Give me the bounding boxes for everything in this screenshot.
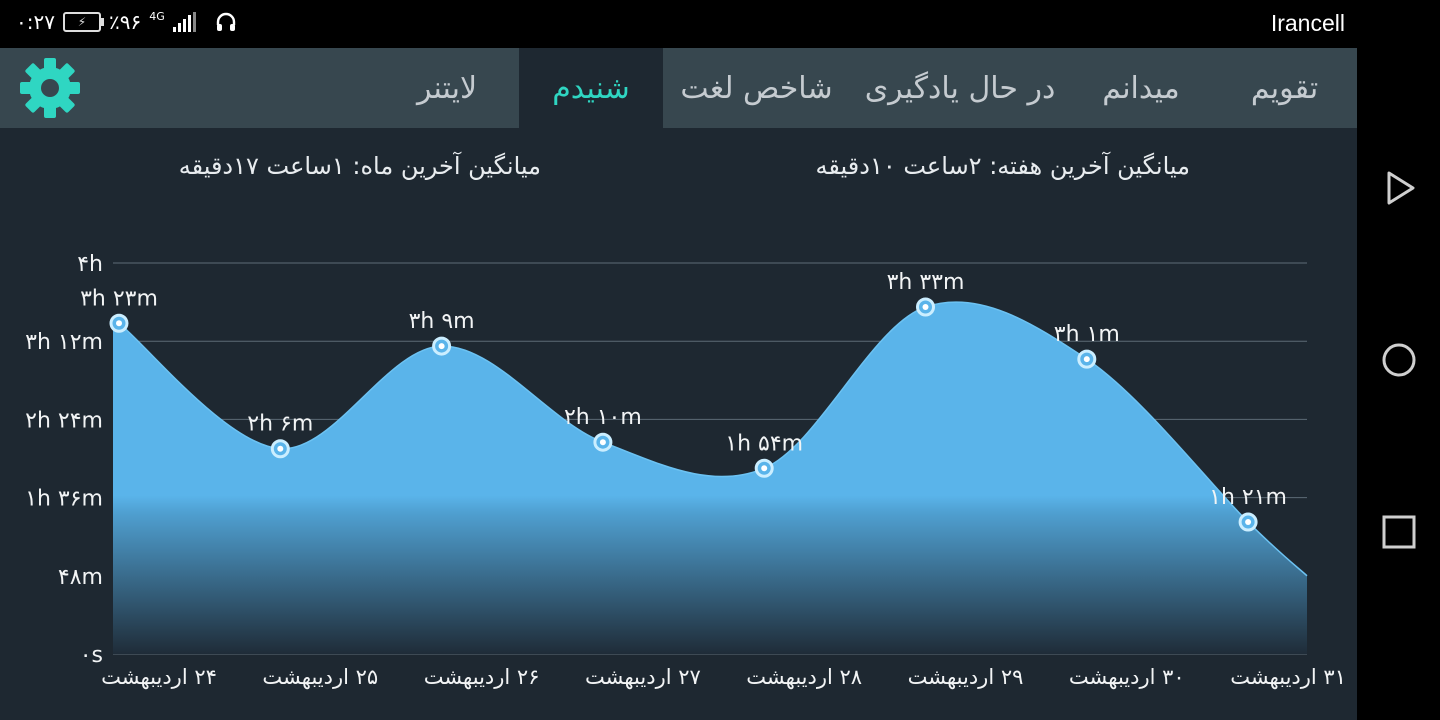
data-point-center (761, 465, 768, 472)
headphones-icon (216, 12, 235, 31)
home-circle-icon[interactable] (1381, 342, 1417, 378)
data-label: ۳h ۳۳m (887, 270, 965, 295)
data-point-center (1245, 519, 1252, 526)
tab-calendar[interactable]: تقویم (1250, 70, 1319, 106)
x-tick-label: ۳۱ اردیبهشت (1230, 665, 1346, 689)
settings-gear-icon[interactable] (18, 56, 82, 120)
system-nav-bar (1357, 0, 1440, 720)
data-label: ۳h ۹m (409, 309, 475, 334)
tab-word-index[interactable]: شاخص لغت (680, 70, 833, 106)
x-tick-label: ۲۴ اردیبهشت (101, 665, 217, 689)
data-label: ۲h ۶m (247, 412, 313, 437)
carrier-name: Irancell (1270, 10, 1345, 36)
data-point-center (599, 439, 606, 446)
status-bar: ۰:۲۷ ⚡ ٪۹۶ 4G Irancell (0, 0, 1357, 48)
listening-time-chart: ۰s ۴۸m ۱h ۳۶m ۲h ۲۴m ۳h ۱۲m ۴h ۳h ۲۳m ۲h ۶m ۳h ۹… (25, 252, 1346, 689)
data-label: ۳h ۲۳m (80, 286, 158, 311)
status-icons: ۰:۲۷ ⚡ ٪۹۶ 4G (16, 10, 238, 34)
month-average: میانگین آخرین ماه: ۱ساعت ۱۷دقیقه (178, 152, 541, 180)
tab-leitner[interactable]: لایتنر (416, 70, 478, 106)
back-triangle-icon[interactable] (1381, 170, 1417, 206)
x-tick-label: ۲۹ اردیبهشت (908, 665, 1024, 689)
tab-learning[interactable]: در حال یادگیری (864, 70, 1056, 106)
network-type: 4G (149, 10, 165, 23)
y-tick-label: ۱h ۳۶m (25, 487, 103, 512)
signal-icon (172, 12, 196, 32)
recents-square-icon[interactable] (1381, 514, 1417, 550)
data-label: ۱h ۵۴m (725, 431, 803, 456)
app-content: تقویم میدانم در حال یادگیری شاخص لغت شنی… (0, 48, 1357, 720)
data-point-center (1083, 356, 1090, 363)
clock: ۰:۲۷ (16, 10, 55, 34)
data-label: ۱h ۲۱m (1209, 485, 1287, 510)
week-average: میانگین آخرین هفته: ۲ساعت ۱۰دقیقه (815, 152, 1190, 180)
x-tick-label: ۲۵ اردیبهشت (262, 665, 378, 689)
y-tick-label: ۳h ۱۲m (25, 330, 103, 355)
y-tick-label: ۴۸m (58, 565, 103, 590)
data-label: ۲h ۱۰m (564, 405, 642, 430)
battery-percent: ٪۹۶ (108, 10, 142, 34)
tab-i-know[interactable]: میدانم (1102, 70, 1180, 106)
data-point-center (922, 303, 929, 310)
x-tick-label: ۲۸ اردیبهشت (746, 665, 862, 689)
x-tick-label: ۲۶ اردیبهشت (424, 665, 540, 689)
battery-icon: ⚡ (62, 12, 104, 32)
data-point-center (116, 320, 122, 327)
data-point-center (277, 445, 284, 452)
y-tick-label: ۰s (80, 643, 103, 668)
area-series (113, 301, 1307, 654)
x-tick-label: ۲۷ اردیبهشت (585, 665, 701, 689)
x-tick-label: ۳۰ اردیبهشت (1069, 665, 1185, 689)
tab-heard[interactable]: شنیدم (519, 48, 663, 128)
y-tick-label: ۴h (77, 252, 103, 277)
data-point-center (438, 343, 445, 350)
y-tick-label: ۲h ۲۴m (25, 408, 103, 433)
tab-bar: تقویم میدانم در حال یادگیری شاخص لغت شنی… (0, 48, 1357, 128)
data-label: ۳h ۱m (1054, 322, 1120, 347)
line-series (118, 301, 1308, 577)
